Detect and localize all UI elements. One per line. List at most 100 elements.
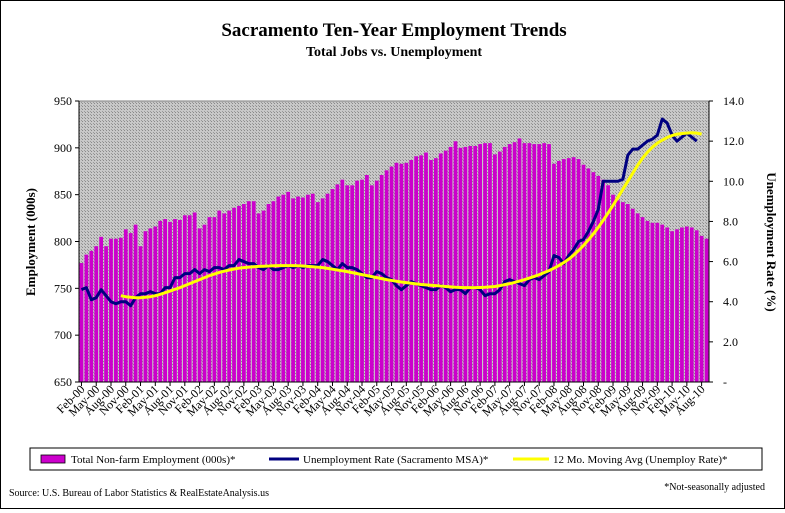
- left-axis-ticks: 650 700 750 800 850 900 950: [54, 94, 79, 389]
- employment-bar: [438, 153, 443, 382]
- y2-tick-label: -: [723, 375, 727, 389]
- y-axis-title: Employment (000s): [23, 188, 38, 296]
- legend-label-unemployment: Unemployment Rate (Sacramento MSA)*: [303, 454, 488, 466]
- employment-bar: [94, 246, 99, 382]
- employment-bar: [665, 227, 670, 382]
- employment-bar: [335, 184, 340, 382]
- chart-title: Sacramento Ten-Year Employment Trends: [221, 20, 566, 41]
- employment-bar: [591, 172, 596, 382]
- employment-bar: [493, 154, 497, 382]
- employment-bar: [173, 219, 177, 382]
- employment-bar: [389, 166, 394, 382]
- employment-bar: [640, 217, 645, 382]
- employment-bar: [522, 143, 527, 382]
- legend-swatch-employment: [40, 454, 66, 464]
- employment-bar: [621, 202, 625, 382]
- employment-bar: [576, 159, 581, 382]
- employment-bar: [178, 219, 182, 382]
- legend-label-moving-avg: 12 Mo. Moving Avg (Unemploy Rate)*: [553, 454, 728, 466]
- employment-bar: [650, 222, 655, 382]
- employment-bar: [502, 146, 507, 382]
- right-axis-ticks: - 2.0 4.0 6.0 8.0 10.0 12.0 14.0: [709, 94, 744, 389]
- employment-bar: [79, 263, 84, 382]
- employment-bar: [625, 204, 630, 382]
- employment-bar: [542, 143, 546, 382]
- employment-bar: [242, 204, 246, 382]
- y-tick-label: 700: [54, 328, 72, 342]
- employment-bar: [310, 193, 315, 382]
- employment-bar: [118, 237, 123, 382]
- employment-bar: [320, 198, 325, 382]
- employment-bar: [143, 231, 148, 382]
- employment-bar: [478, 144, 482, 382]
- employment-bar: [271, 201, 276, 382]
- employment-bar: [89, 250, 94, 382]
- employment-bar: [281, 194, 286, 382]
- employment-bar: [458, 147, 463, 382]
- employment-bar: [202, 224, 207, 382]
- employment-bar: [350, 185, 355, 382]
- employment-bar: [660, 224, 665, 382]
- employment-bar: [689, 227, 694, 382]
- employment-bar: [404, 162, 409, 382]
- employment-bar: [325, 193, 330, 382]
- employment-bar: [645, 220, 650, 382]
- employment-bar: [409, 160, 414, 382]
- employment-bar: [286, 191, 291, 382]
- employment-bar: [222, 213, 227, 382]
- y-tick-label: 900: [54, 141, 72, 155]
- employment-bar: [670, 231, 674, 382]
- employment-bar: [330, 189, 335, 382]
- employment-bar: [207, 217, 212, 382]
- employment-bar: [114, 238, 118, 382]
- employment-bar: [163, 219, 167, 382]
- legend-box: [29, 447, 763, 471]
- employment-bar: [133, 224, 138, 382]
- y-tick-label: 800: [54, 235, 72, 249]
- employment-bar: [138, 246, 143, 382]
- y2-tick-label: 12.0: [723, 134, 744, 148]
- employment-bar: [694, 230, 699, 382]
- y2-axis-title: Unemployment Rate (%): [764, 172, 779, 311]
- employment-bar: [527, 143, 532, 382]
- y-tick-label: 750: [54, 281, 72, 295]
- employment-bar: [232, 207, 236, 382]
- employment-bar: [291, 198, 295, 382]
- employment-bar: [414, 156, 419, 382]
- employment-bar: [684, 226, 689, 382]
- employment-bar: [601, 179, 606, 382]
- employment-bar: [433, 158, 438, 382]
- employment-bar: [448, 146, 453, 382]
- employment-bar: [507, 144, 512, 382]
- employment-bar: [369, 185, 374, 382]
- employment-bar: [635, 213, 640, 382]
- employment-bar: [276, 196, 281, 382]
- employment-bar: [680, 227, 684, 382]
- employment-bar: [345, 185, 350, 382]
- employment-bar: [606, 185, 610, 382]
- employment-bar: [552, 163, 556, 382]
- employment-bar: [453, 141, 458, 382]
- employment-bar: [488, 143, 492, 382]
- employment-bar: [616, 200, 620, 382]
- employment-bar: [374, 180, 379, 382]
- unemployment-lines: [80, 117, 702, 308]
- employment-bar: [123, 229, 128, 382]
- x-axis-ticks: Feb-00May-00Aug-00Nov-00Feb-01May-01Aug-…: [54, 382, 708, 419]
- employment-bar: [192, 212, 197, 382]
- employment-bar: [315, 202, 320, 382]
- y2-tick-label: 10.0: [723, 174, 744, 188]
- y2-tick-label: 6.0: [723, 255, 738, 269]
- employment-bar: [497, 151, 502, 382]
- employment-bar: [394, 162, 399, 382]
- employment-bar: [261, 210, 266, 382]
- y-tick-label: 850: [54, 188, 72, 202]
- employment-bar: [443, 150, 448, 382]
- employment-bar: [301, 197, 305, 382]
- employment-bar: [512, 142, 517, 382]
- employment-bar: [532, 144, 537, 382]
- employment-bar: [158, 220, 163, 382]
- employment-bar: [148, 228, 153, 382]
- employment-bar: [128, 233, 133, 382]
